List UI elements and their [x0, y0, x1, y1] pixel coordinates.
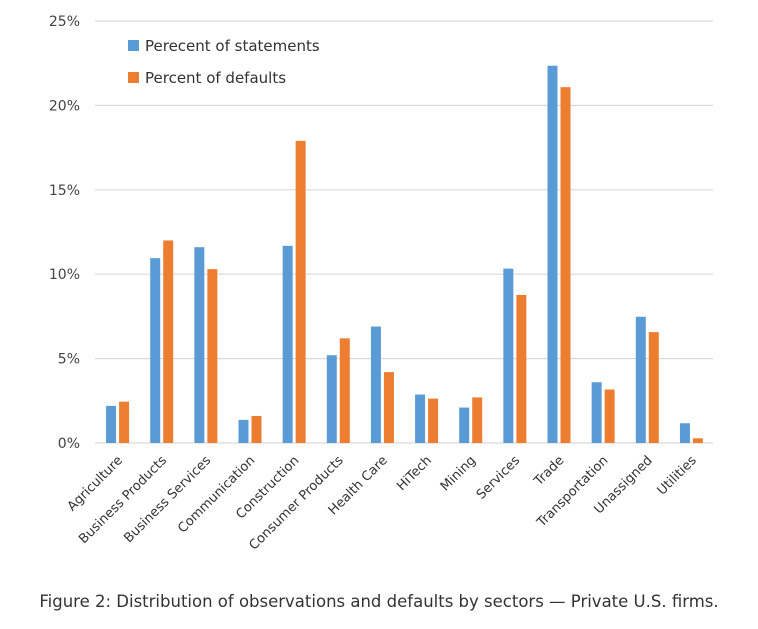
figure-caption: Figure 2: Distribution of observations a… [39, 592, 719, 611]
y-tick-label: 15% [49, 183, 80, 199]
bar-statements [415, 394, 426, 443]
y-tick-label: 5% [58, 352, 80, 368]
bar-statements [503, 268, 514, 443]
bar-statements [326, 355, 337, 443]
x-tick-label: Trade [531, 453, 567, 489]
bar-statements [150, 258, 161, 443]
bar-statements [106, 405, 117, 443]
x-tick-label: Utilities [655, 453, 700, 498]
bar-defaults [604, 389, 615, 443]
bar-statements [282, 245, 293, 443]
x-tick-label: Mining [438, 453, 479, 494]
bar-defaults [295, 140, 306, 443]
bar-defaults [516, 294, 527, 443]
bar-defaults [648, 332, 659, 443]
bar-statements [370, 326, 381, 443]
legend-label: Percent of defaults [145, 69, 286, 87]
bar-defaults [428, 398, 439, 443]
legend-swatch [128, 40, 139, 51]
x-tick-label: HiTech [394, 453, 435, 494]
y-tick-label: 10% [49, 267, 80, 283]
bar-defaults [163, 240, 174, 443]
bar-statements [547, 65, 558, 444]
bar-defaults [119, 401, 130, 443]
bar-statements [591, 382, 602, 443]
bar-defaults [383, 372, 394, 443]
y-tick-label: 0% [58, 436, 80, 452]
legend-swatch [128, 72, 139, 83]
bar-statements [194, 247, 205, 443]
bar-defaults [692, 438, 703, 443]
bar-statements [459, 407, 470, 443]
bar-defaults [339, 338, 350, 443]
y-tick-label: 20% [49, 98, 80, 114]
legend-label: Perecent of statements [145, 37, 320, 55]
bar-defaults [207, 269, 218, 443]
bar-defaults [560, 87, 571, 443]
x-tick-label: Services [474, 453, 524, 503]
bar-defaults [472, 397, 483, 443]
bar-statements [238, 419, 249, 443]
y-tick-label: 25% [49, 14, 80, 30]
x-tick-label: Communication [175, 453, 258, 536]
bar-statements [635, 316, 646, 443]
bar-defaults [251, 415, 262, 443]
bar-statements [679, 423, 690, 443]
